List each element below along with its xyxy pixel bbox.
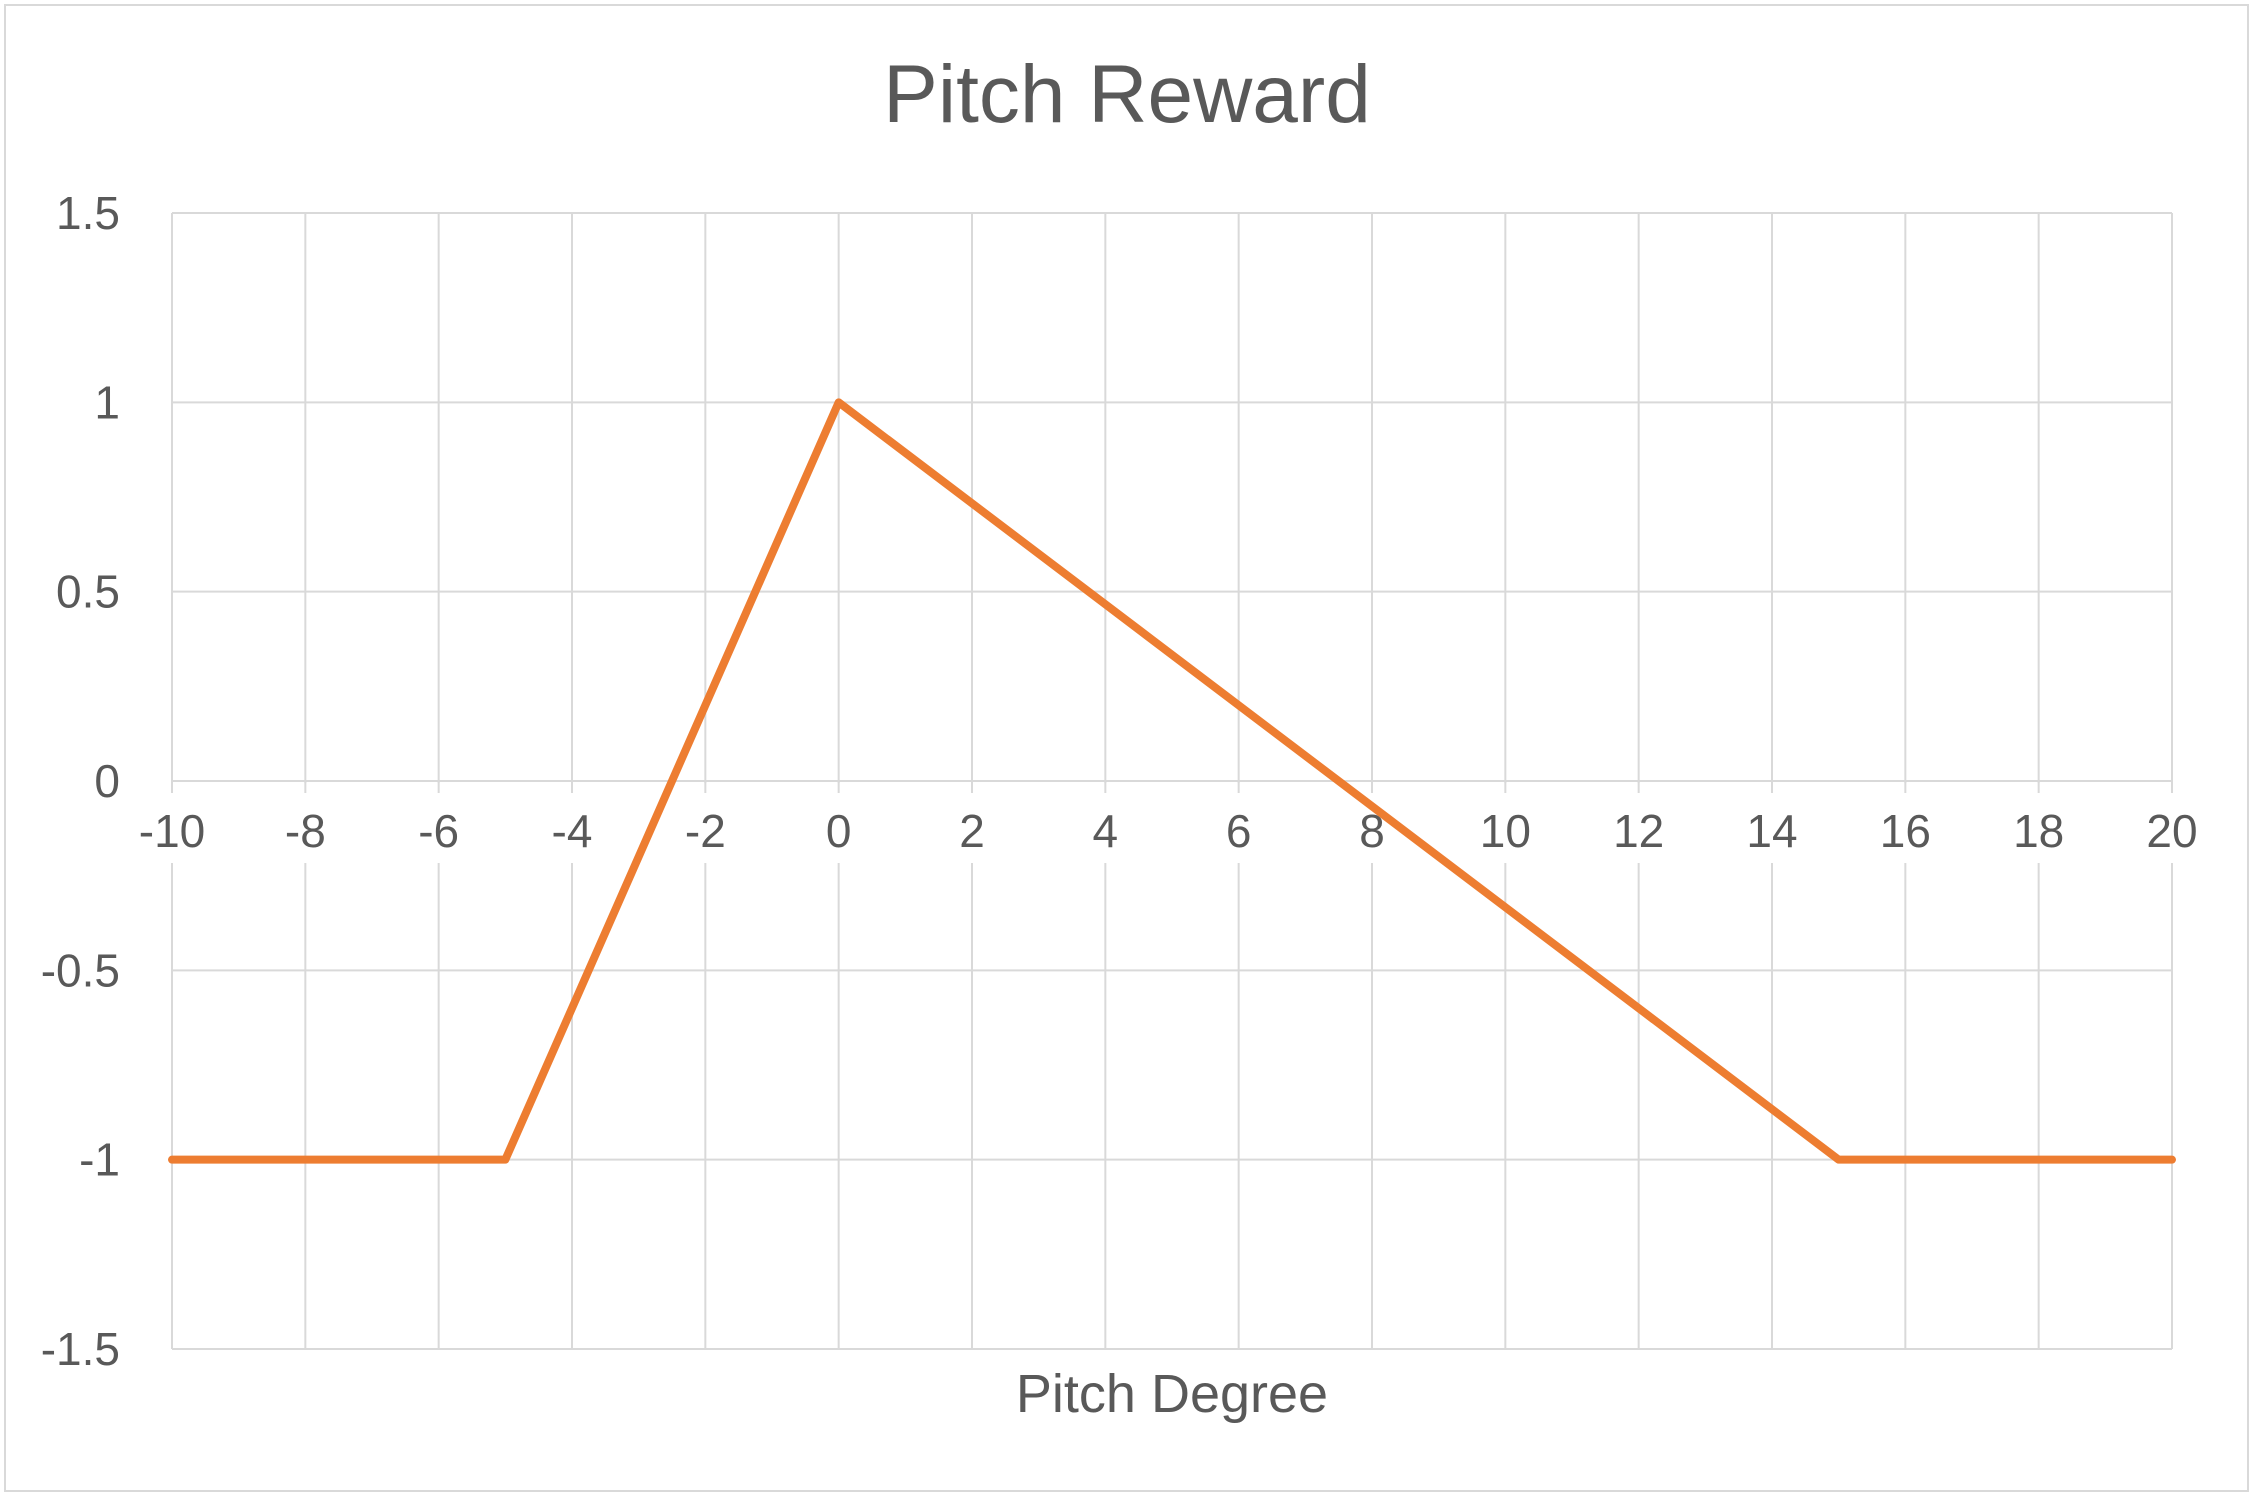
x-tick-label: 6 bbox=[1226, 805, 1252, 857]
chart-area bbox=[4, 4, 2249, 1492]
series-line bbox=[168, 398, 2176, 1164]
x-tick-label: 0 bbox=[826, 805, 852, 857]
x-tick-label: 14 bbox=[1746, 805, 1797, 857]
y-tick-label: -0.5 bbox=[41, 944, 120, 996]
y-tick-label: 1.5 bbox=[56, 187, 120, 239]
y-tick-label: -1.5 bbox=[41, 1323, 120, 1375]
chart-title: Pitch Reward bbox=[883, 49, 1371, 140]
y-tick-label: 0 bbox=[94, 755, 120, 807]
x-tick-label: -6 bbox=[418, 805, 459, 857]
x-tick-label-backing bbox=[112, 783, 2232, 863]
y-tick-label: 0.5 bbox=[56, 566, 120, 618]
x-tick-label: 12 bbox=[1613, 805, 1664, 857]
x-tick-label: -4 bbox=[552, 805, 593, 857]
x-tick-label: -8 bbox=[285, 805, 326, 857]
x-tick-label: -2 bbox=[685, 805, 726, 857]
x-tick-label: 20 bbox=[2146, 805, 2197, 857]
x-tick-label: -10 bbox=[139, 805, 205, 857]
x-axis-title: Pitch Degree bbox=[1016, 1364, 1328, 1424]
x-tick-label: 2 bbox=[959, 805, 985, 857]
x-tick-label: 4 bbox=[1093, 805, 1119, 857]
x-tick-label: 18 bbox=[2013, 805, 2064, 857]
y-tick-label: -1 bbox=[79, 1134, 120, 1186]
x-tick-label: 16 bbox=[1880, 805, 1931, 857]
plot-series bbox=[168, 398, 2176, 1164]
y-axis: 1.5 1 0.5 0 -0.5 -1 -1.5 bbox=[41, 187, 120, 1375]
x-tick-label: 10 bbox=[1480, 805, 1531, 857]
y-tick-label: 1 bbox=[94, 376, 120, 428]
x-axis: -10 -8 -6 -4 -2 0 2 4 6 8 10 12 14 16 18 20 bbox=[112, 780, 2232, 863]
